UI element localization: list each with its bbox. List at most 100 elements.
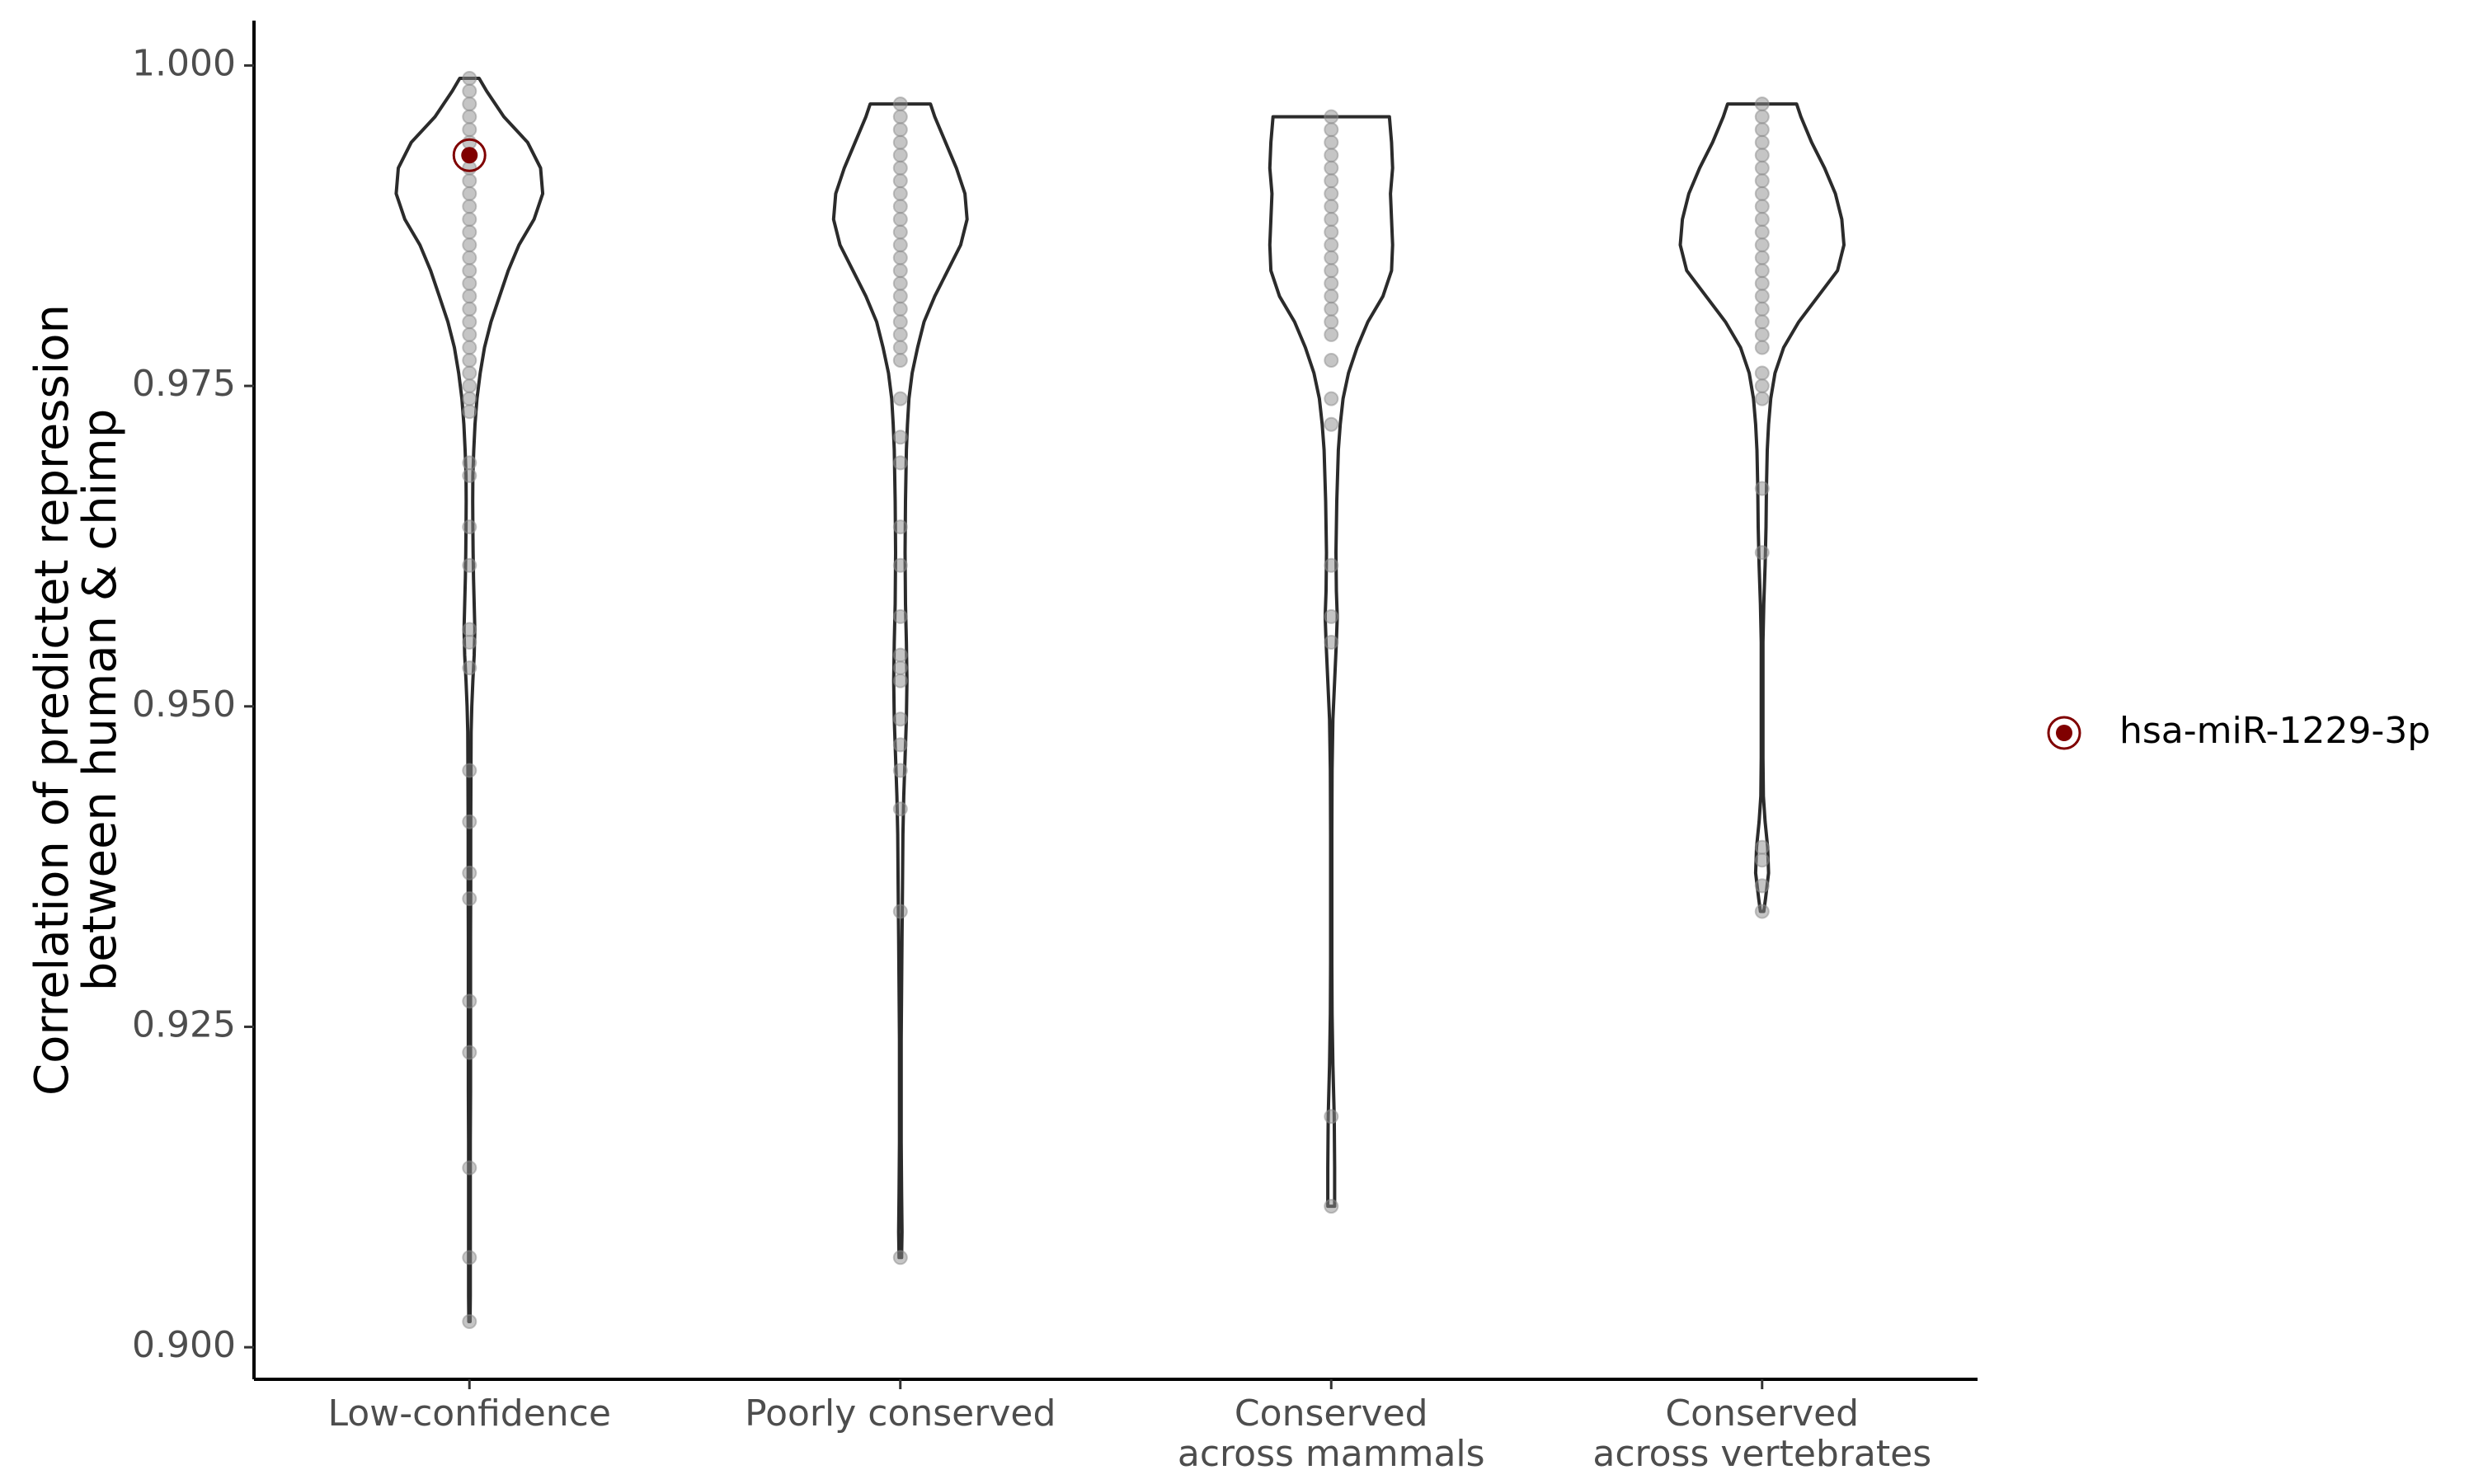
data-point — [892, 711, 908, 727]
data-point — [462, 1045, 477, 1060]
data-point — [892, 224, 908, 240]
data-point — [1754, 263, 1770, 279]
x-tick-label-poorly-conserved: Poorly conserved — [745, 1392, 1056, 1435]
data-point — [892, 391, 908, 406]
data-point — [462, 635, 477, 650]
data-point — [1754, 365, 1770, 381]
data-point — [892, 430, 908, 445]
legend: hsa-miR-1229-3p — [2047, 710, 2430, 752]
data-point — [462, 289, 477, 304]
data-point — [892, 134, 908, 150]
data-point — [462, 1160, 477, 1176]
data-point — [462, 467, 477, 483]
data-point — [892, 647, 908, 663]
data-point — [1754, 904, 1770, 919]
data-point — [462, 186, 477, 201]
data-point — [1754, 224, 1770, 240]
data-point — [462, 378, 477, 394]
data-point — [462, 993, 477, 1009]
data-point — [892, 326, 908, 342]
y-axis-title: Correlation of predictet repressionbetwe… — [26, 304, 127, 1096]
data-point — [462, 891, 477, 906]
data-point — [892, 673, 908, 688]
data-point — [1754, 237, 1770, 253]
data-point — [462, 1314, 477, 1329]
data-point — [892, 314, 908, 330]
data-point — [1324, 289, 1339, 304]
data-point — [892, 289, 908, 304]
data-point — [462, 250, 477, 265]
highlight-layer — [452, 138, 487, 172]
data-point — [892, 199, 908, 214]
data-point — [1324, 263, 1339, 279]
data-point — [892, 904, 908, 919]
points-layer — [462, 71, 1770, 1329]
data-point — [1324, 301, 1339, 317]
data-point — [462, 83, 477, 99]
data-point — [1754, 275, 1770, 291]
data-point — [892, 148, 908, 163]
data-point — [1754, 212, 1770, 227]
data-point — [1754, 301, 1770, 317]
data-point — [892, 557, 908, 573]
legend-label: hsa-miR-1229-3p — [2119, 710, 2430, 752]
y-axis-title-text: Correlation of predictet repressionbetwe… — [26, 304, 127, 1096]
data-point — [892, 455, 908, 471]
data-point — [462, 173, 477, 189]
data-point — [462, 263, 477, 279]
data-point — [462, 519, 477, 535]
data-point — [892, 237, 908, 253]
data-point — [462, 237, 477, 253]
data-point — [892, 212, 908, 227]
data-point — [892, 353, 908, 368]
data-point — [892, 186, 908, 201]
data-point — [1754, 96, 1770, 112]
data-point — [1754, 391, 1770, 406]
y-tick-label: 1.000 — [132, 42, 236, 84]
legend-marker-ring — [2047, 716, 2081, 750]
data-point — [1324, 212, 1339, 227]
data-point — [1754, 160, 1770, 176]
data-point — [1754, 134, 1770, 150]
y-tick-label: 0.975 — [132, 363, 236, 405]
data-point — [1324, 353, 1339, 368]
data-point — [892, 660, 908, 676]
data-point — [1754, 122, 1770, 138]
data-point — [892, 519, 908, 535]
data-point — [1324, 250, 1339, 265]
data-point — [1324, 608, 1339, 624]
y-tick-label: 0.900 — [132, 1324, 236, 1366]
highlight-point — [461, 147, 478, 164]
data-point — [1754, 173, 1770, 189]
data-point — [1324, 186, 1339, 201]
data-point — [1754, 839, 1770, 855]
data-point — [462, 814, 477, 829]
data-point — [462, 865, 477, 881]
data-point — [1324, 224, 1339, 240]
data-point — [892, 160, 908, 176]
data-point — [1324, 635, 1339, 650]
data-point — [462, 109, 477, 124]
data-point — [1754, 545, 1770, 561]
data-point — [892, 250, 908, 265]
data-point — [892, 301, 908, 317]
y-tick-label: 0.950 — [132, 683, 236, 726]
data-point — [892, 1250, 908, 1266]
data-point — [1324, 134, 1339, 150]
data-point — [462, 122, 477, 138]
data-point — [462, 314, 477, 330]
data-point — [892, 763, 908, 778]
data-point — [462, 326, 477, 342]
data-point — [462, 353, 477, 368]
data-point — [462, 404, 477, 420]
data-point — [1324, 122, 1339, 138]
data-point — [462, 622, 477, 637]
data-point — [462, 365, 477, 381]
data-point — [1754, 878, 1770, 894]
data-point — [1324, 416, 1339, 432]
data-point — [892, 96, 908, 112]
violin-layer — [394, 77, 1846, 1323]
data-point — [1754, 186, 1770, 201]
data-point — [462, 763, 477, 778]
